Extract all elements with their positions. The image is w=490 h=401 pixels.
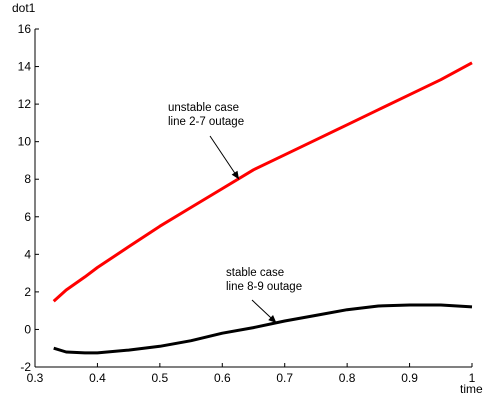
annotation-stable-text: line 8-9 outage bbox=[226, 281, 302, 293]
x-tick-label: 0.5 bbox=[152, 371, 169, 385]
x-tick-label: 1 bbox=[469, 371, 476, 385]
annotation-stable-text: stable case bbox=[226, 267, 284, 279]
x-tick-label: 0.7 bbox=[276, 371, 293, 385]
y-tick-label: 14 bbox=[18, 60, 32, 74]
x-tick-label: 0.9 bbox=[401, 371, 418, 385]
y-tick-label: 8 bbox=[24, 172, 31, 186]
y-axis-label: dot1 bbox=[12, 1, 36, 15]
x-tick-label: 0.6 bbox=[214, 371, 231, 385]
x-tick-label: 0.4 bbox=[89, 371, 106, 385]
y-tick-label: -2 bbox=[20, 360, 31, 374]
plot-area: 0.3 0.4 0.5 0.6 0.7 0.8 0.9 1 -2 0 2 4 6 8 10 12 14 16 uns… bbox=[18, 22, 476, 385]
y-tick-label: 10 bbox=[18, 135, 32, 149]
annotation-unstable-arrowhead bbox=[231, 170, 240, 180]
y-tick-label: 16 bbox=[18, 22, 32, 36]
y-tick-label: 6 bbox=[24, 210, 31, 224]
y-tick-label: 0 bbox=[24, 322, 31, 336]
y-tick-label: 2 bbox=[24, 285, 31, 299]
annotation-unstable-text: unstable case bbox=[168, 102, 239, 114]
series-line-unstable bbox=[52, 61, 473, 303]
y-tick-label: 4 bbox=[24, 247, 31, 261]
series-line-stable bbox=[53, 303, 473, 355]
annotation-unstable-text: line 2-7 outage bbox=[168, 116, 244, 128]
x-tick-label: 0.3 bbox=[27, 371, 44, 385]
x-axis-label: time bbox=[460, 382, 483, 396]
annotation-unstable-arrow bbox=[209, 135, 240, 180]
annotation-stable-arrowhead bbox=[268, 314, 277, 323]
x-tick-label: 0.8 bbox=[339, 371, 356, 385]
y-tick-label: 12 bbox=[18, 97, 32, 111]
